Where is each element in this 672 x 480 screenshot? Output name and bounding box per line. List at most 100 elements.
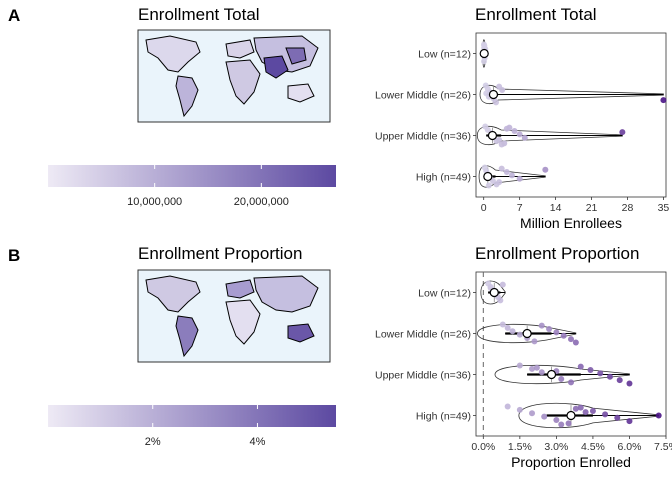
data-point [558, 421, 565, 428]
data-point [614, 414, 621, 421]
category-label: Low (n=12) [418, 49, 471, 61]
median-point [479, 48, 489, 59]
category-label: Upper Middle (n=36) [375, 131, 471, 143]
data-point [503, 168, 510, 175]
data-point [516, 406, 523, 413]
data-point [498, 165, 505, 172]
data-point [503, 125, 510, 132]
data-point [533, 364, 540, 371]
data-point [493, 138, 500, 145]
data-point [587, 366, 594, 373]
data-point [504, 403, 511, 410]
data-point [577, 363, 584, 370]
oceania-shape [287, 323, 315, 343]
x-tick-label: 7.5% [654, 441, 672, 453]
legend-b: 2% 4% [48, 405, 336, 448]
panel-letter-a: A [8, 6, 21, 25]
data-point [493, 99, 500, 106]
data-point [626, 380, 633, 387]
data-point [572, 339, 579, 346]
x-tick-label: 7 [517, 202, 523, 214]
median-point [566, 410, 576, 421]
x-tick-label: 21 [586, 202, 598, 214]
data-point [511, 127, 518, 134]
legend-colorbar [48, 405, 336, 427]
south-america-shape [175, 75, 199, 118]
median-point [487, 130, 498, 141]
violin-chart-a: Low (n=12) Lower Middle (n=26) Upper Middl… [375, 32, 670, 231]
south-asia-shape [263, 55, 289, 79]
data-point [538, 322, 545, 329]
data-point [538, 369, 545, 376]
data-point [529, 365, 536, 372]
data-point [589, 407, 596, 414]
legend-tick-label: 4% [250, 436, 266, 448]
data-point [568, 336, 574, 343]
data-point [485, 182, 492, 189]
data-point [516, 331, 523, 338]
africa-shape [225, 299, 261, 345]
data-point [497, 297, 504, 304]
data-point [553, 329, 560, 336]
median-point [483, 171, 493, 182]
south-america-shape [175, 315, 199, 358]
data-point [480, 58, 487, 65]
data-point [504, 324, 511, 331]
category-label: Lower Middle (n=26) [375, 329, 471, 341]
world-map-a [137, 29, 331, 123]
data-point [499, 86, 506, 93]
data-point [499, 321, 506, 328]
x-tick-label: 0.0% [471, 441, 495, 453]
legend-tick-label: 2% [145, 436, 161, 448]
data-point [660, 97, 667, 104]
x-tick-label: 6.0% [617, 441, 641, 453]
category-label: Lower Middle (n=26) [375, 90, 471, 102]
chart-title-b: Enrollment Proportion [475, 244, 640, 263]
x-tick-label: 0 [481, 202, 487, 214]
data-point [655, 412, 662, 419]
data-point [558, 376, 565, 383]
violin-shape [494, 364, 630, 385]
violin-shape [480, 280, 506, 305]
data-point [619, 129, 626, 136]
median-point [488, 89, 499, 100]
median-point [546, 369, 557, 380]
data-point [529, 410, 536, 417]
data-point [521, 134, 528, 141]
x-tick-label: 28 [622, 202, 634, 214]
data-point [516, 175, 523, 182]
africa-shape [225, 59, 261, 105]
legend-a: 10,000,000 20,000,000 [48, 165, 336, 208]
data-point [626, 418, 633, 425]
data-point [516, 362, 523, 369]
x-tick-label: 3.0% [544, 441, 568, 453]
data-point [516, 131, 523, 138]
median-point [489, 287, 499, 298]
data-point [597, 370, 604, 377]
legend-colorbar [48, 165, 336, 187]
category-label: High (n=49) [416, 411, 471, 423]
x-axis-label: Million Enrollees [520, 215, 622, 231]
data-point [496, 179, 503, 186]
x-tick-label: 35 [658, 202, 670, 214]
data-point [616, 377, 623, 384]
oceania-shape [287, 83, 315, 103]
europe-shape [225, 279, 255, 299]
data-point [542, 166, 549, 173]
category-label: High (n=49) [416, 172, 471, 184]
north-america-shape [145, 275, 201, 313]
category-label: Upper Middle (n=36) [375, 370, 471, 382]
median-point [522, 328, 532, 339]
legend-tick-label: 10,000,000 [127, 196, 182, 208]
data-point [498, 141, 505, 148]
plot-frame [475, 32, 667, 198]
map-title-a: Enrollment Total [138, 5, 260, 24]
data-point [509, 328, 516, 335]
data-point [577, 404, 584, 411]
chart-title-a: Enrollment Total [475, 5, 597, 24]
panel-letter-b: B [8, 246, 21, 265]
data-point [541, 413, 548, 420]
world-map-b [137, 269, 331, 363]
data-point [606, 373, 613, 380]
